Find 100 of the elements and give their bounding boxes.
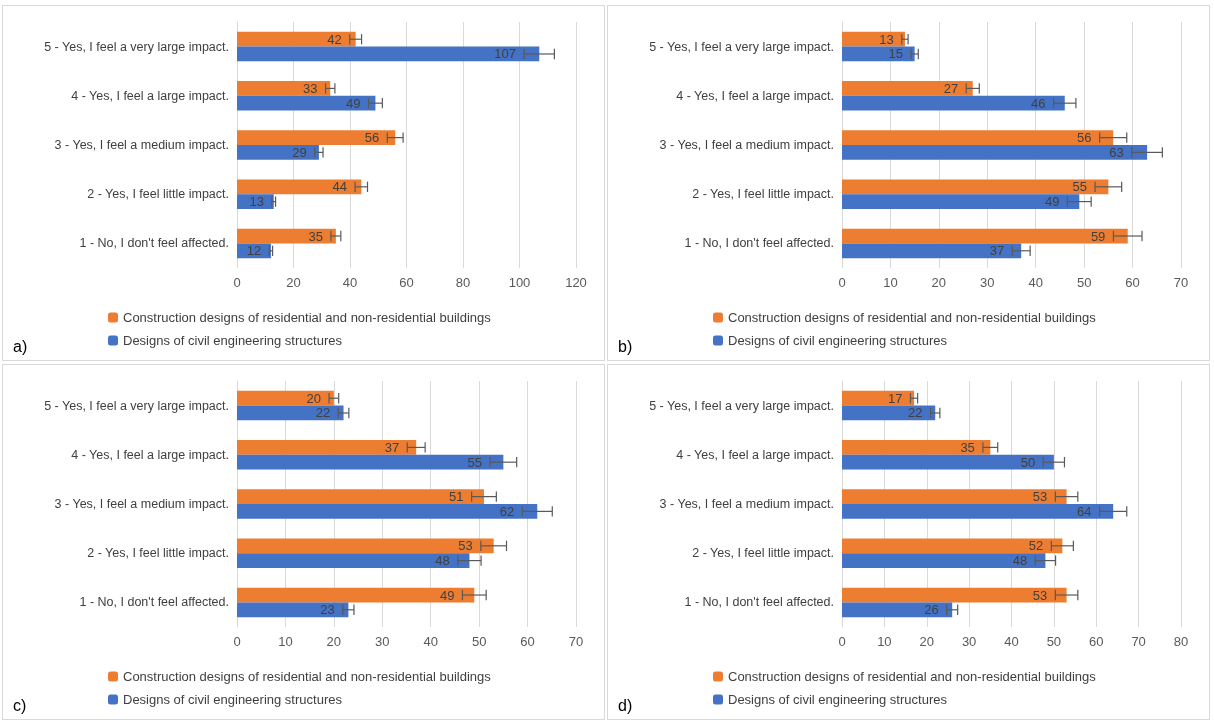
x-tick-label: 50 xyxy=(1076,275,1092,290)
bar xyxy=(842,587,1067,603)
data-label: 49 xyxy=(345,95,361,111)
text: c) xyxy=(13,696,27,714)
data-label: 13 xyxy=(249,194,264,210)
x-tick-label: 30 xyxy=(980,275,995,290)
y-tick-label: 4 - Yes, I feel a large impact. xyxy=(71,88,229,103)
y-tick-label: 3 - Yes, I feel a medium impact. xyxy=(659,138,834,152)
x-tick-label: 0 xyxy=(838,634,846,649)
x-tick-label: 70 xyxy=(1173,275,1189,290)
y-tick-label: 3 - Yes, I feel a medium impact. xyxy=(54,497,229,511)
data-label: 107 xyxy=(494,46,517,62)
x-tick-label: 40 xyxy=(1004,634,1019,649)
x-tick-label: 50 xyxy=(471,634,487,649)
data-label: 53 xyxy=(1032,587,1048,603)
data-label: 52 xyxy=(1028,538,1044,554)
bar xyxy=(237,454,504,470)
x-tick-label: 70 xyxy=(568,634,584,649)
bar xyxy=(237,46,540,62)
bar xyxy=(237,179,362,195)
bar xyxy=(842,194,1080,209)
bar xyxy=(842,504,1114,519)
legend-label: Construction designs of residential and non-residential buildings xyxy=(123,310,492,325)
data-label: 33 xyxy=(303,80,318,96)
bar xyxy=(842,179,1109,195)
y-tick-label: 1 - No, I don't feel affected. xyxy=(79,595,229,610)
data-label: 13 xyxy=(879,31,894,47)
x-tick-label: 80 xyxy=(455,275,471,290)
data-label: 46 xyxy=(1031,95,1046,111)
x-tick-label: 0 xyxy=(233,634,241,649)
bar xyxy=(237,390,334,406)
data-label: 50 xyxy=(1020,454,1036,470)
bar xyxy=(842,130,1114,145)
data-label: 22 xyxy=(908,405,923,421)
x-tick-label: 40 xyxy=(423,634,438,649)
data-label: 42 xyxy=(327,31,342,47)
legend-label: Designs of civil engineering structures xyxy=(728,333,948,348)
x-tick-label: 120 xyxy=(565,275,587,290)
data-label: 37 xyxy=(384,439,400,455)
data-label: 44 xyxy=(332,179,348,195)
y-tick-label: 2 - Yes, I feel little impact. xyxy=(692,546,834,561)
bar xyxy=(842,602,953,618)
data-label: 37 xyxy=(989,243,1005,259)
data-label: 27 xyxy=(943,80,959,96)
x-tick-label: 60 xyxy=(520,634,535,649)
text: b) xyxy=(618,337,633,355)
bar xyxy=(842,81,973,96)
x-tick-label: 40 xyxy=(342,275,358,290)
legend-label: Designs of civil engineering structures xyxy=(123,333,343,348)
bar xyxy=(237,504,538,519)
bar xyxy=(237,440,417,455)
data-label: 62 xyxy=(499,503,515,519)
bar xyxy=(237,31,356,47)
data-label: 56 xyxy=(1077,130,1092,146)
text: d) xyxy=(618,696,633,714)
x-tick-label: 20 xyxy=(919,634,934,649)
y-tick-label: 5 - Yes, I feel a very large impact. xyxy=(44,39,229,54)
x-tick-label: 40 xyxy=(1028,275,1043,290)
y-tick-label: 2 - Yes, I feel little impact. xyxy=(87,187,229,202)
bar xyxy=(842,454,1054,470)
data-label: 12 xyxy=(246,243,262,259)
x-tick-label: 10 xyxy=(877,634,892,649)
bar xyxy=(842,145,1148,160)
x-tick-label: 60 xyxy=(1125,275,1140,290)
x-tick-label: 50 xyxy=(1046,634,1062,649)
data-label: 23 xyxy=(320,602,335,618)
x-tick-label: 20 xyxy=(931,275,947,290)
data-label: 29 xyxy=(292,144,307,160)
data-label: 49 xyxy=(439,587,455,603)
data-label: 63 xyxy=(1109,144,1124,160)
bar xyxy=(842,440,991,455)
y-tick-label: 1 - No, I don't feel affected. xyxy=(79,236,229,251)
y-tick-label: 5 - Yes, I feel a very large impact. xyxy=(44,398,229,413)
y-tick-label: 4 - Yes, I feel a large impact. xyxy=(676,447,834,462)
data-label: 59 xyxy=(1090,228,1106,244)
text: a) xyxy=(13,337,28,355)
data-label: 51 xyxy=(449,489,464,505)
x-tick-label: 30 xyxy=(961,634,977,649)
bar xyxy=(237,538,494,554)
bar xyxy=(842,228,1128,244)
x-tick-label: 0 xyxy=(838,275,846,290)
x-tick-label: 60 xyxy=(399,275,414,290)
legend-label: Construction designs of residential and non-residential buildings xyxy=(123,669,492,684)
bar xyxy=(842,538,1063,554)
data-label: 15 xyxy=(888,46,903,62)
x-tick-label: 20 xyxy=(326,634,342,649)
legend-label: Designs of civil engineering structures xyxy=(728,692,948,707)
data-label: 53 xyxy=(458,538,473,554)
y-tick-label: 4 - Yes, I feel a large impact. xyxy=(676,88,834,103)
data-label: 48 xyxy=(1012,553,1028,569)
x-tick-label: 20 xyxy=(286,275,301,290)
data-label: 48 xyxy=(435,553,450,569)
data-label: 49 xyxy=(1044,194,1060,210)
data-label: 64 xyxy=(1077,503,1092,519)
x-tick-label: 0 xyxy=(233,275,241,290)
y-tick-label: 2 - Yes, I feel little impact. xyxy=(87,546,229,561)
x-tick-label: 70 xyxy=(1131,634,1146,649)
data-label: 26 xyxy=(924,602,939,618)
bar xyxy=(237,587,475,603)
x-tick-label: 80 xyxy=(1173,634,1189,649)
